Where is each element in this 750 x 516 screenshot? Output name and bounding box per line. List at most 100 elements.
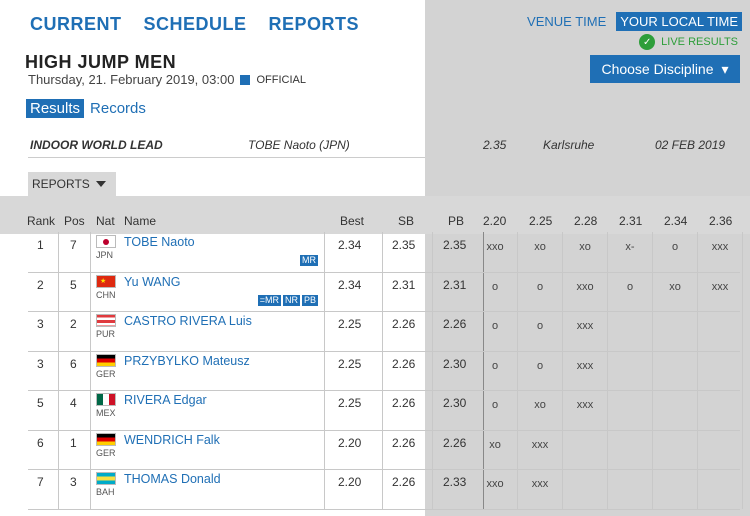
season-best: 2.26 — [392, 435, 416, 450]
attempt: xxx — [711, 241, 729, 253]
table-row[interactable]: 1 7 JPN TOBE Naoto MR 2.34 2.35 2.35 xxo xo xo x-o x… — [0, 232, 750, 272]
col-height: 2.20 — [483, 214, 507, 228]
official-status-icon — [240, 74, 251, 85]
live-results-link[interactable]: ✓ LIVE RESULTS — [639, 34, 738, 50]
col-pb: PB — [448, 214, 465, 228]
season-best: 2.26 — [392, 475, 416, 489]
row-divider — [28, 350, 740, 352]
flag-icon — [96, 353, 116, 367]
rank: 1 — [37, 238, 44, 252]
row-divider — [28, 429, 740, 431]
season-best: 2.26 — [392, 317, 416, 331]
athlete-name[interactable]: WENDRICH Falk — [124, 432, 220, 447]
table-row[interactable]: 6 1 GER WENDRICH Falk 2.20 2.26 2.26 xo xxx — [0, 430, 750, 470]
tab-results[interactable]: Results — [26, 99, 85, 118]
col-name: Name — [124, 214, 157, 228]
nav-reports[interactable]: REPORTS — [268, 14, 360, 34]
col-pos: Pos — [64, 214, 85, 228]
tab-records[interactable]: Records — [90, 100, 146, 117]
column-divider — [697, 232, 698, 509]
table-row[interactable]: 5 4 MEX RIVERA Edgar 2.25 2.26 2.30 o xo xxx — [0, 390, 750, 430]
caret-down-icon — [95, 181, 106, 187]
col-height: 2.31 — [619, 214, 643, 228]
attempt: o — [491, 280, 499, 293]
attempt: o — [626, 280, 634, 293]
attempt: o — [491, 359, 499, 372]
record-badge: =MR — [257, 294, 281, 306]
attempt: o — [491, 399, 499, 411]
personal-best: 2.30 — [443, 396, 467, 410]
live-signal-icon: ✓ — [639, 34, 656, 50]
table-row[interactable]: 2 5 ★ CHN Yu WANG =MR NR PB 2.34 2.31 2.31 o o xxo o xo… — [0, 272, 750, 312]
col-nat: Nat — [96, 214, 115, 228]
attempt: o — [536, 359, 544, 372]
local-time-toggle[interactable]: YOUR LOCAL TIME — [616, 12, 742, 31]
position: 6 — [70, 356, 77, 371]
personal-best: 2.26 — [443, 317, 467, 331]
record-badge: MR — [300, 255, 318, 266]
table-row[interactable]: 3 2 PUR CASTRO RIVERA Luis 2.25 2.26 2.26 o o xxx — [0, 311, 750, 351]
nat-code: GER — [96, 368, 116, 379]
athlete-name[interactable]: TOBE Naoto — [124, 235, 195, 249]
attempt: xxx — [576, 320, 594, 332]
col-height: 2.36 — [709, 214, 733, 228]
row-divider — [28, 469, 740, 470]
attempt: xo — [579, 241, 591, 253]
best: 2.34 — [338, 238, 362, 252]
rank: 2 — [37, 277, 44, 292]
athlete-name[interactable]: THOMAS Donald — [124, 472, 221, 486]
flag-icon — [96, 472, 116, 485]
attempt: xxo — [576, 280, 594, 293]
flag-icon — [96, 393, 116, 406]
column-divider — [742, 232, 743, 509]
attempt: o — [671, 241, 679, 253]
attempt: o — [536, 280, 544, 293]
reports-dropdown[interactable]: REPORTS — [28, 172, 116, 196]
flag-icon — [96, 432, 116, 446]
table-row[interactable]: 7 3 BAH THOMAS Donald 2.20 2.26 2.33 xxo xxx — [0, 469, 750, 509]
col-best: Best — [340, 214, 365, 228]
column-divider — [58, 232, 59, 509]
best: 2.20 — [338, 475, 362, 489]
world-lead-date: 02 FEB 2019 — [655, 138, 726, 152]
attempt: xo — [489, 438, 501, 451]
column-divider — [382, 232, 383, 509]
personal-best: 2.33 — [443, 475, 467, 489]
choose-discipline-dropdown[interactable]: Choose Discipline ▾ — [590, 55, 740, 83]
row-divider — [28, 390, 740, 391]
column-divider — [517, 232, 518, 509]
table-row[interactable]: 3 6 GER PRZYBYLKO Mateusz 2.25 2.26 2.30 o o xxx — [0, 351, 750, 391]
col-sb: SB — [398, 214, 415, 228]
personal-best: 2.26 — [443, 435, 467, 450]
season-best: 2.35 — [392, 238, 416, 252]
best: 2.25 — [338, 356, 362, 371]
best: 2.25 — [338, 396, 362, 410]
venue-time-toggle[interactable]: VENUE TIME — [527, 14, 607, 29]
rank: 5 — [37, 396, 44, 410]
col-height: 2.28 — [574, 214, 598, 228]
athlete-name[interactable]: CASTRO RIVERA Luis — [124, 314, 252, 328]
nat-code: BAH — [96, 487, 115, 497]
column-divider — [652, 232, 653, 509]
world-lead-label: INDOOR WORLD LEAD — [30, 138, 163, 152]
athlete-name[interactable]: RIVERA Edgar — [124, 393, 207, 407]
event-title: HIGH JUMP MEN — [25, 52, 177, 72]
column-divider — [90, 232, 91, 509]
nat-code: GER — [96, 447, 116, 458]
nat-code: CHN — [96, 289, 116, 300]
best: 2.25 — [338, 317, 362, 331]
world-lead-athlete: TOBE Naoto (JPN) — [248, 138, 350, 152]
season-best: 2.26 — [392, 356, 416, 371]
athlete-name[interactable]: PRZYBYLKO Mateusz — [124, 353, 250, 368]
attempt: xxx — [531, 478, 549, 490]
record-badge: PB — [301, 294, 318, 306]
attempt: o — [491, 320, 499, 332]
row-divider — [28, 271, 740, 273]
position: 3 — [70, 475, 77, 489]
nav-current[interactable]: CURRENT — [30, 14, 122, 34]
athlete-name[interactable]: Yu WANG — [124, 274, 181, 289]
nav-schedule[interactable]: SCHEDULE — [143, 14, 247, 34]
event-meta: Thursday, 21. February 2019, 03:00 OFFIC… — [28, 72, 306, 87]
choose-discipline-label: Choose Discipline — [601, 61, 714, 77]
attempt: xxx — [576, 359, 594, 372]
